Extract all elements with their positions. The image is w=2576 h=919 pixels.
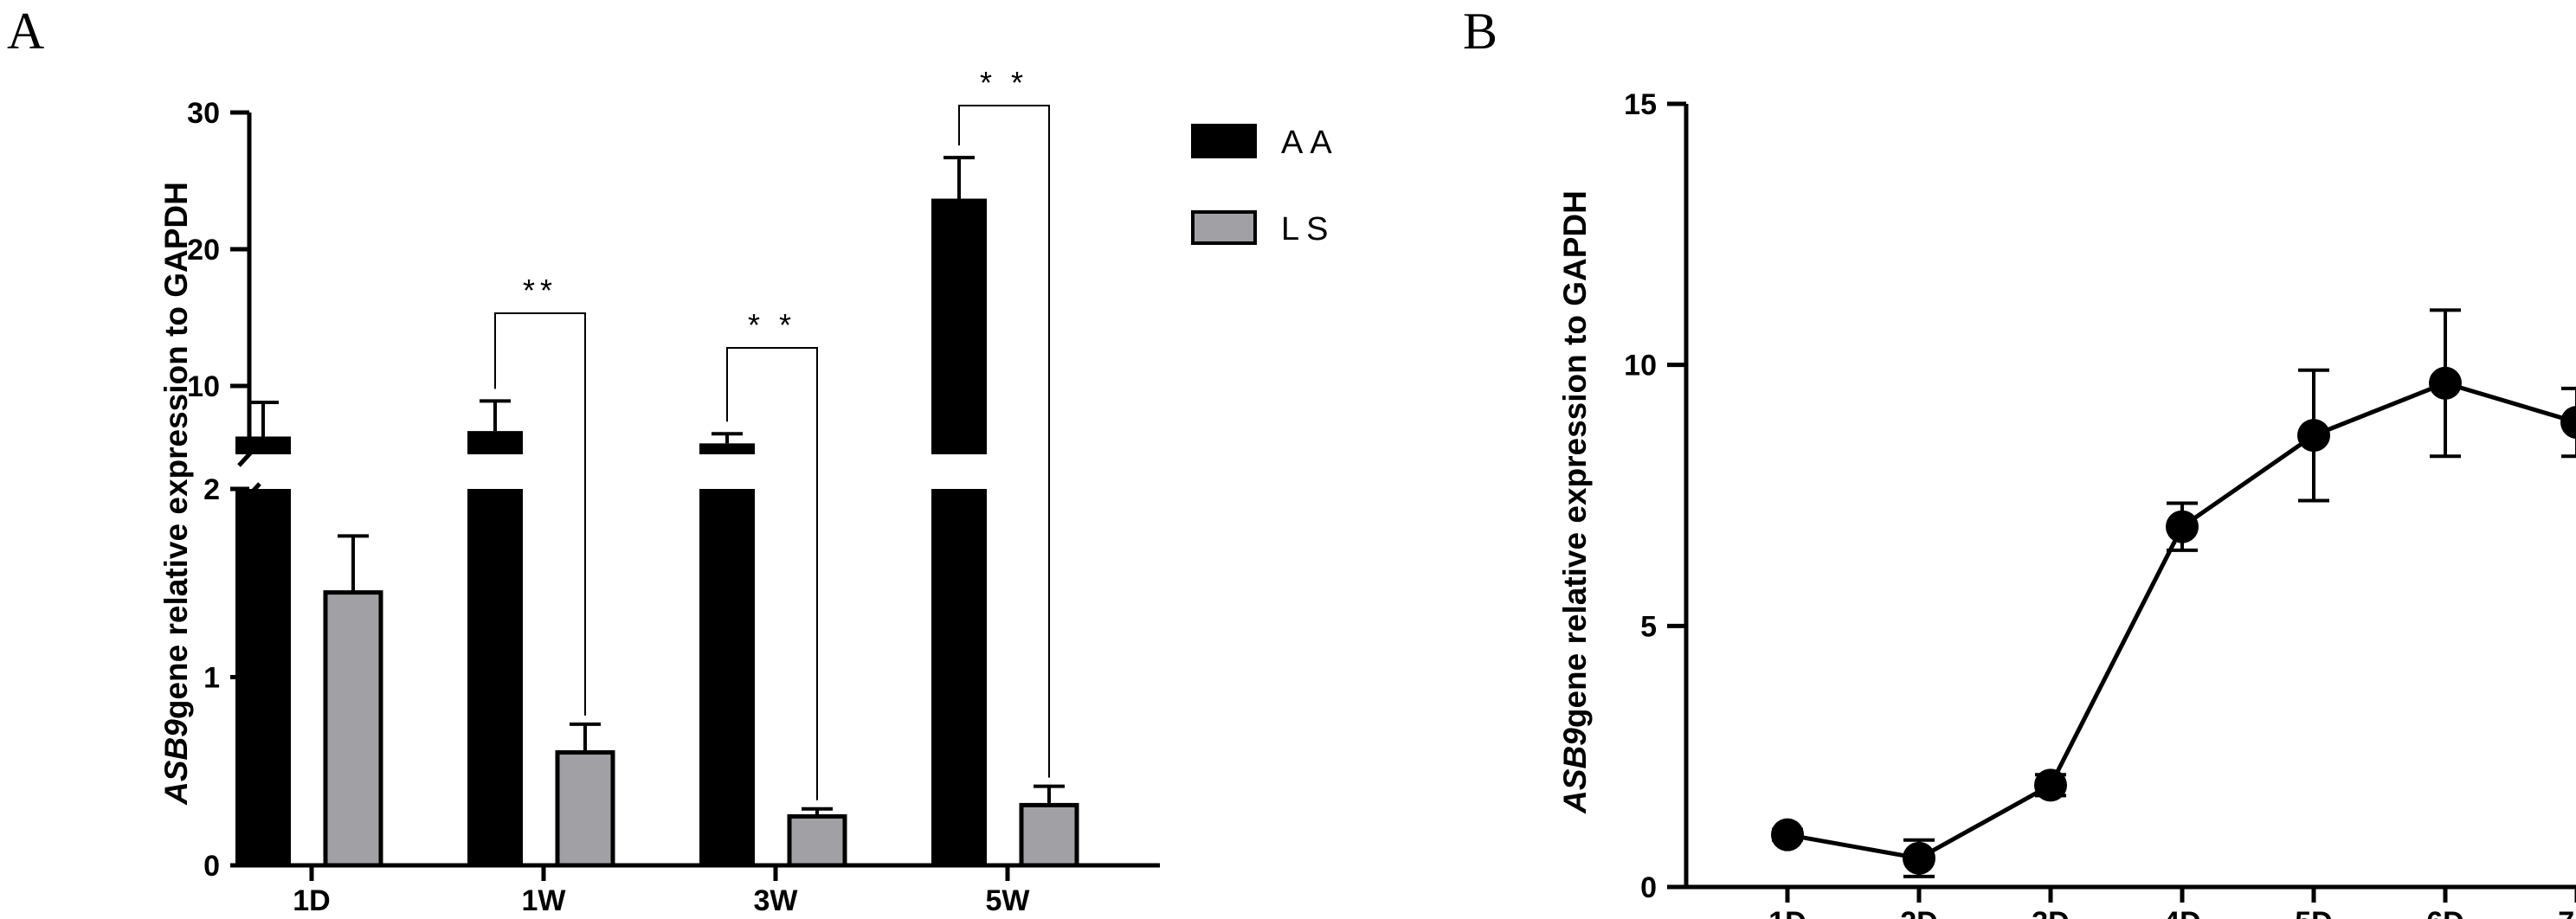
panel-b-y-tick-label-5: 5 [1640,610,1657,643]
panel-a-y-tick-label-10: 10 [187,370,220,403]
significance-bracket-5W [958,105,1050,778]
panel-b-y-tick-label-15: 15 [1624,88,1657,121]
panel-a-y-tick-label-1: 1 [203,662,220,695]
panel-a-ylabel-gene: ASB9 [158,719,194,806]
panel-a-y-axis-label: ASB9gene relative expression to GAPDH [158,182,194,806]
svg-text:ASB9gene relative expression: ASB9gene relative expression to GAPDH [1557,190,1593,814]
panel-b-line-chart: ASB9gene relative expression to GAPDH 0 5… [1557,88,2576,919]
panel-b-y-axis-label: ASB9gene relative expression to GAPDH [1557,190,1593,814]
significance-bracket-3W [726,347,818,800]
bar-aa-lower-1W [467,489,523,865]
panel-a-x-label-5W: 5W [986,884,1031,917]
panel-b-x-label-6D: 6D [2426,906,2463,919]
bar-aa-lower-5W [931,489,987,865]
panel-b-ylabel-gene: ASB9 [1557,728,1593,814]
panel-a-y-tick-label-20: 20 [187,234,220,267]
bar-ls-3W [787,813,847,868]
bar-aa-1W [467,431,523,454]
bar-aa-1D [235,436,291,454]
panel-b-x-label-2D: 2D [1900,906,1937,919]
panel-b-x-label-5D: 5D [2295,906,2332,919]
panel-label-b: B [1463,3,1497,60]
panel-b-point-5D [2297,419,2330,453]
legend-label-ls: LS [1281,211,1335,247]
significance-bracket-1W [494,312,586,716]
panel-a-x-label-1W: 1W [522,884,567,917]
significance-label-1W: ** [523,273,557,308]
panel-b-x-label-3D: 3D [2032,906,2069,919]
panel-a-y-tick-label-30: 30 [187,97,220,130]
legend-swatch-aa [1191,124,1257,158]
panel-b-x-label-7D: 7D [2558,906,2576,919]
legend-swatch-ls [1191,210,1257,245]
panel-b-y-tick-label-0: 0 [1640,871,1657,904]
panel-a-legend: AA LS [1191,124,1339,247]
panel-b-series-line [1787,381,2576,861]
legend-label-aa: AA [1281,125,1339,161]
panel-b-point-6D [2429,366,2462,400]
bar-aa-lower-3W [699,489,755,865]
panel-a-x-label-3W: 3W [754,884,799,917]
panel-a-ylabel-rest: gene relative expression to GAPDH [158,182,194,719]
panel-b-point-3D [2034,768,2067,802]
panel-a-y-tick-label-2: 2 [203,473,220,506]
panel-b-point-7D [2560,406,2576,440]
bar-aa-3W [699,443,755,454]
bar-ls-5W [1019,802,1079,868]
panel-b-point-1D [1771,818,1804,852]
panel-a-bar-chart: ASB9gene relative expression to GAPDH 0 1… [158,65,1339,917]
bar-ls-1W [555,750,615,868]
panel-a-y-tick-label-0: 0 [203,850,220,883]
svg-text:ASB9gene relative expression: ASB9gene relative expression to GAPDH [158,182,194,806]
panel-b-x-label-1D: 1D [1768,906,1806,919]
panel-b-point-4D [2166,510,2199,543]
bar-aa-5W [931,198,987,455]
bar-aa-lower-1D [235,489,291,865]
panel-b-point-2D [1903,841,1935,875]
panel-b-ylabel-rest: gene relative expression to GAPDH [1557,190,1593,728]
significance-label-3W: * * [748,307,796,343]
bar-ls-1D [323,590,383,868]
panel-b-x-label-4D: 4D [2163,906,2200,919]
significance-label-5W: * * [980,65,1028,100]
panel-b-y-tick-label-10: 10 [1624,350,1657,382]
panel-label-a: A [7,3,44,60]
panel-a-x-label-1D: 1D [293,884,330,917]
